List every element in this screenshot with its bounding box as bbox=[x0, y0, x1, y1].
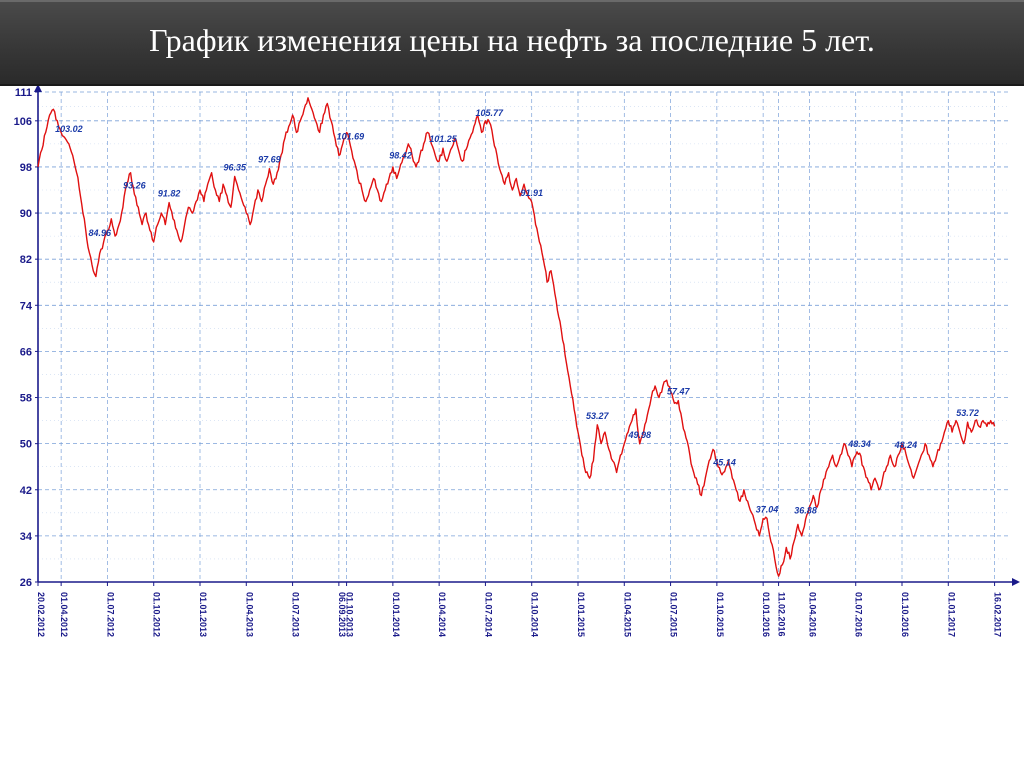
title-text: График изменения цены на нефть за послед… bbox=[149, 22, 875, 58]
data-label: 97.69 bbox=[258, 155, 281, 165]
x-tick-label: 20.02.2012 bbox=[36, 592, 46, 637]
x-tick-label: 01.07.2013 bbox=[291, 592, 301, 637]
slide-title: График изменения цены на нефть за послед… bbox=[0, 0, 1024, 86]
data-label: 37.04 bbox=[756, 504, 779, 514]
data-label: 98.42 bbox=[389, 151, 412, 161]
data-label: 53.72 bbox=[956, 408, 979, 418]
x-tick-label: 01.07.2012 bbox=[105, 592, 115, 637]
y-tick-label: 82 bbox=[20, 254, 32, 266]
x-tick-label: 01.04.2016 bbox=[807, 592, 817, 637]
data-label: 53.27 bbox=[586, 411, 610, 421]
y-tick-label: 26 bbox=[20, 577, 32, 589]
x-tick-label: 01.01.2015 bbox=[576, 592, 586, 637]
x-tick-label: 01.10.2013 bbox=[345, 592, 355, 637]
x-tick-label: 16.02.2017 bbox=[993, 592, 1003, 637]
data-label: 45.14 bbox=[712, 458, 736, 468]
data-label: 84.96 bbox=[88, 228, 112, 238]
data-label: 96.35 bbox=[223, 162, 247, 172]
x-tick-label: 01.10.2012 bbox=[152, 592, 162, 637]
x-tick-label: 01.01.2014 bbox=[391, 592, 401, 637]
data-label: 36.88 bbox=[794, 505, 817, 515]
x-tick-label: 01.10.2015 bbox=[715, 592, 725, 637]
y-tick-label: 42 bbox=[20, 485, 32, 497]
data-label: 91.82 bbox=[158, 189, 181, 199]
x-tick-label: 01.01.2016 bbox=[761, 592, 771, 637]
data-label: 57.47 bbox=[667, 387, 691, 397]
data-label: 101.69 bbox=[337, 132, 365, 142]
data-label: 103.02 bbox=[55, 124, 83, 134]
data-label: 105.77 bbox=[476, 108, 505, 118]
x-tick-label: 01.01.2013 bbox=[198, 592, 208, 637]
x-tick-label: 01.07.2016 bbox=[854, 592, 864, 637]
data-label: 93.26 bbox=[123, 180, 147, 190]
x-tick-label: 01.01.2017 bbox=[946, 592, 956, 637]
data-label: 49.98 bbox=[627, 430, 651, 440]
x-tick-label: 01.07.2015 bbox=[669, 592, 679, 637]
y-tick-label: 50 bbox=[20, 439, 32, 451]
y-tick-label: 74 bbox=[20, 300, 33, 312]
y-tick-label: 58 bbox=[20, 393, 32, 405]
y-tick-label: 66 bbox=[20, 346, 32, 358]
data-label: 48.24 bbox=[894, 440, 918, 450]
y-tick-label: 34 bbox=[20, 531, 33, 543]
x-tick-label: 01.10.2016 bbox=[900, 592, 910, 637]
data-label: 48.34 bbox=[847, 439, 871, 449]
x-tick-label: 11.02.2016 bbox=[777, 592, 787, 637]
y-tick-label: 111 bbox=[15, 87, 32, 99]
x-tick-label: 01.04.2015 bbox=[622, 592, 632, 637]
x-tick-label: 01.04.2013 bbox=[244, 592, 254, 637]
oil-price-chart: 26 34 42 50 58 66 74 82 90 98 106 111 20.02.2012 01.0… bbox=[0, 86, 1024, 706]
y-tick-label: 90 bbox=[20, 208, 32, 220]
data-label: 101.25 bbox=[429, 134, 458, 144]
y-tick-label: 106 bbox=[14, 116, 32, 128]
data-label: 91.91 bbox=[520, 188, 543, 198]
x-tick-label: 01.07.2014 bbox=[483, 592, 493, 637]
x-tick-label: 01.04.2014 bbox=[437, 592, 447, 637]
chart-svg: 26 34 42 50 58 66 74 82 90 98 106 111 20.02.2012 01.0… bbox=[0, 86, 1024, 706]
y-tick-label: 98 bbox=[20, 162, 32, 174]
x-tick-label: 01.10.2014 bbox=[530, 592, 540, 637]
x-tick-label: 01.04.2012 bbox=[59, 592, 69, 637]
